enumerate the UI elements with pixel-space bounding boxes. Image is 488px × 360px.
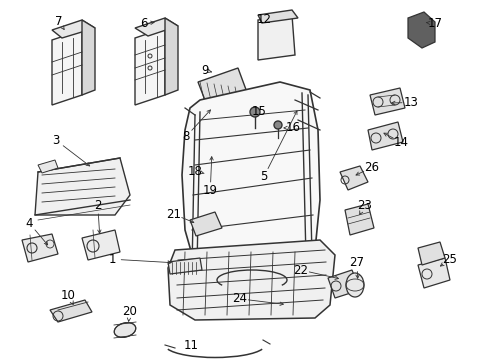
Polygon shape [345, 204, 373, 235]
Polygon shape [407, 12, 434, 48]
Polygon shape [198, 68, 247, 108]
Polygon shape [367, 122, 402, 150]
Ellipse shape [114, 323, 136, 337]
Text: 9: 9 [201, 64, 209, 77]
Ellipse shape [346, 273, 363, 297]
Text: 27: 27 [349, 256, 364, 269]
Polygon shape [206, 140, 217, 158]
Text: 18: 18 [188, 165, 203, 177]
Text: 19: 19 [203, 184, 217, 197]
Polygon shape [417, 258, 449, 288]
Text: 14: 14 [393, 136, 407, 149]
Text: 4: 4 [25, 217, 33, 230]
Text: 25: 25 [442, 253, 456, 266]
Text: 10: 10 [61, 289, 76, 302]
Text: 5: 5 [260, 170, 267, 183]
Polygon shape [22, 234, 58, 262]
Polygon shape [182, 82, 319, 285]
Circle shape [198, 165, 218, 185]
Text: 23: 23 [356, 199, 371, 212]
Text: 11: 11 [183, 339, 198, 352]
Text: 13: 13 [403, 96, 417, 109]
Polygon shape [82, 20, 95, 95]
Polygon shape [135, 18, 178, 36]
Text: 1: 1 [108, 253, 116, 266]
Text: 20: 20 [122, 305, 137, 318]
Polygon shape [38, 160, 58, 173]
Text: 3: 3 [52, 134, 60, 147]
Text: 17: 17 [427, 17, 442, 30]
Polygon shape [135, 28, 164, 105]
Text: 12: 12 [256, 13, 271, 26]
Text: 21: 21 [166, 208, 181, 221]
Polygon shape [82, 230, 120, 260]
Polygon shape [258, 10, 297, 23]
Polygon shape [164, 18, 178, 95]
Polygon shape [52, 30, 82, 105]
Polygon shape [195, 94, 240, 126]
Polygon shape [417, 242, 444, 265]
Polygon shape [327, 270, 359, 298]
Polygon shape [258, 15, 294, 60]
Text: 22: 22 [293, 264, 307, 276]
Text: 7: 7 [55, 15, 62, 28]
Polygon shape [35, 158, 130, 215]
Text: 24: 24 [232, 292, 246, 305]
Circle shape [249, 107, 260, 117]
Polygon shape [168, 258, 202, 274]
Polygon shape [190, 212, 222, 236]
Text: 2: 2 [94, 199, 102, 212]
Text: 15: 15 [251, 105, 266, 118]
Text: 8: 8 [182, 130, 189, 143]
Polygon shape [50, 300, 92, 322]
Text: 6: 6 [140, 17, 148, 30]
Polygon shape [339, 166, 367, 190]
Polygon shape [168, 240, 334, 320]
Circle shape [273, 121, 282, 129]
Polygon shape [369, 88, 404, 115]
Text: 26: 26 [364, 161, 378, 174]
Polygon shape [52, 20, 95, 38]
Text: 16: 16 [285, 121, 300, 134]
